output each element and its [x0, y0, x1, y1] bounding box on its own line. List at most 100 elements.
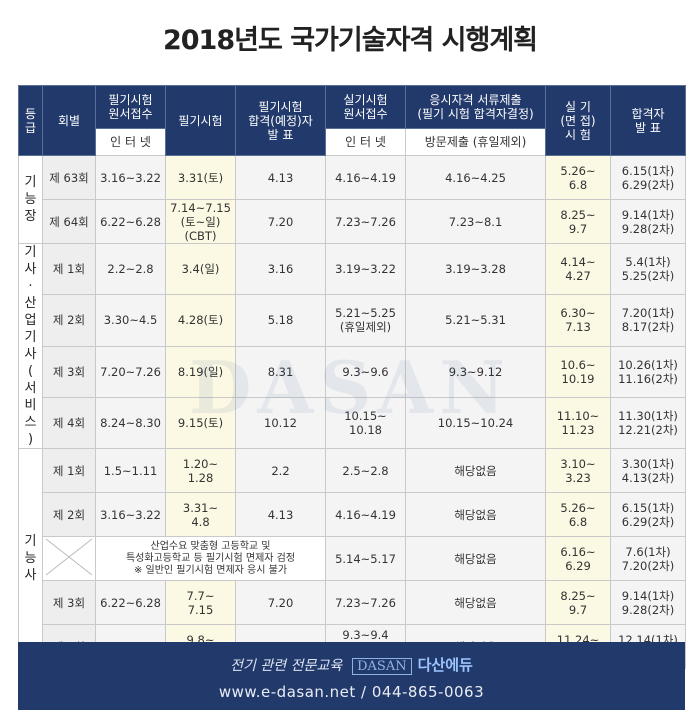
cell: 4.16~4.19 — [325, 155, 406, 200]
header-cell: 합격자 발 표 — [610, 85, 686, 156]
header-cell: 필기시험 — [165, 85, 236, 156]
cell: 4.13 — [235, 155, 326, 200]
cell: 4.14~ 4.27 — [545, 242, 611, 296]
cell: 6.22~6.28 — [95, 580, 166, 625]
cell: 해당없음 — [405, 536, 546, 581]
cell: 4.28(토) — [165, 294, 236, 347]
cell: 4.16~4.25 — [405, 155, 546, 200]
cell: 3.19~3.28 — [405, 242, 546, 296]
cell: 7.14~7.15 (토~일) (CBT) — [165, 199, 236, 244]
cell: 3.30~4.5 — [95, 294, 166, 347]
cell: 7.6(1차) 7.20(2차) — [610, 536, 686, 581]
tagline: 전기 관련 전문교육 — [230, 658, 343, 674]
cell: 해당없음 — [405, 448, 546, 493]
cell: 7.20 — [235, 199, 326, 244]
table-row: 제 3회 7.20~7.26 8.19(일) 8.31 9.3~9.6 9.3~9.12 1… — [19, 345, 686, 398]
table-row: 제 3회 6.22~6.28 7.7~ 7.15 7.20 7.23~7.26 해당없음 8… — [19, 580, 686, 625]
cell: 5.26~ 6.8 — [545, 155, 611, 200]
cell: 9.3~9.6 — [325, 345, 406, 398]
round-cell: 제 1회 — [42, 448, 96, 493]
brand: 다산에듀 — [417, 656, 473, 674]
cell: 10.15~ 10.18 — [325, 396, 406, 450]
table-row: 제 4회 8.24~8.30 9.15(토) 10.12 10.15~ 10.18 10.… — [19, 396, 686, 450]
cell: 10.15~10.24 — [405, 396, 546, 450]
cell: 8.24~8.30 — [95, 396, 166, 450]
cell: 3.10~ 3.23 — [545, 448, 611, 493]
title: 2018년도 국가기술자격 시행계획 — [162, 25, 538, 56]
footer: 전기 관련 전문교육 DASAN 다산에듀 www.e-dasan.net / 04… — [18, 642, 685, 710]
cell: 7.23~7.26 — [325, 580, 406, 625]
cell: 해당없음 — [405, 492, 546, 537]
empty-cell — [42, 536, 96, 581]
header-cell: 필기시험 원서접수 — [95, 85, 166, 129]
cell: 6.16~ 6.29 — [545, 536, 611, 581]
cell: 7.20 — [235, 580, 326, 625]
cell: 5.21~5.31 — [405, 294, 546, 347]
cell: 1.5~1.11 — [95, 448, 166, 493]
cell: 3.16 — [235, 242, 326, 296]
cell: 해당없음 — [405, 580, 546, 625]
cell: 2.5~2.8 — [325, 448, 406, 493]
table-row: 기 사 · 산 업 기 사 ( 서 비 스 ) 제 1회 2.2~2.8 3.4(일)… — [18, 242, 686, 449]
note-cell: 산업수요 맞춤형 고등학교 및 특성화고등학교 등 필기시험 면제자 검정 ※ … — [95, 536, 326, 581]
logo: DASAN — [352, 658, 412, 675]
footer-line: 전기 관련 전문교육 DASAN 다산에듀 — [18, 654, 685, 675]
cell: 9.14(1차) 9.28(2차) — [610, 580, 686, 625]
round-cell: 제 63회 — [42, 155, 96, 200]
cell: 7.20(1차) 8.17(2차) — [610, 294, 686, 347]
cell: 7.7~ 7.15 — [165, 580, 236, 625]
cell: 3.31~ 4.8 — [165, 492, 236, 537]
grade-cell: 기 능 장 — [18, 155, 43, 244]
cell: 7.20~7.26 — [95, 345, 166, 398]
cell: 6.15(1차) 6.29(2차) — [610, 492, 686, 537]
round-cell: 제 3회 — [42, 580, 96, 625]
header-subcell: 인 터 넷 — [95, 128, 166, 156]
table-row: 제 2회 3.30~4.5 4.28(토) 5.18 5.21~5.25 (휴일제외) 5… — [19, 294, 686, 347]
header-cell: 실 기 (면 접) 시 험 — [545, 85, 611, 156]
header-subcell: 인 터 넷 — [325, 128, 406, 156]
cell: 9.15(토) — [165, 396, 236, 450]
cell: 11.30(1차) 12.21(2차) — [610, 396, 686, 450]
round-cell: 제 2회 — [42, 492, 96, 537]
cell: 9.14(1차) 9.28(2차) — [610, 199, 686, 244]
grade-cell: 기 능 사 — [18, 448, 43, 669]
header-cell: 등 급 — [18, 85, 43, 156]
empty-mark — [45, 538, 93, 576]
grade-cell: 기 사 · 산 업 기 사 ( 서 비 스 ) — [18, 243, 43, 449]
cell: 6.30~ 7.13 — [545, 294, 611, 347]
header-cell: 회별 — [42, 85, 96, 156]
cell: 10.6~ 10.19 — [545, 345, 611, 398]
cell: 5.21~5.25 (휴일제외) — [325, 294, 406, 347]
round-cell: 제 1회 — [42, 242, 96, 296]
cell: 10.12 — [235, 396, 326, 450]
cell: 11.10~ 11.23 — [545, 396, 611, 450]
cell: 8.25~ 9.7 — [545, 199, 611, 244]
cell: 7.23~7.26 — [325, 199, 406, 244]
cell: 3.30(1차) 4.13(2차) — [610, 448, 686, 493]
cell-part: 9.3~9.4 — [342, 628, 389, 642]
cell: 6.15(1차) 6.29(2차) — [610, 155, 686, 200]
cell: 5.26~ 6.8 — [545, 492, 611, 537]
cell: 1.20~ 1.28 — [165, 448, 236, 493]
table-row: 산업수요 맞춤형 고등학교 및 특성화고등학교 등 필기시험 면제자 검정 ※ … — [19, 536, 686, 581]
round-cell: 제 3회 — [42, 345, 96, 398]
cell: 9.3~9.12 — [405, 345, 546, 398]
header-subcell: 방문제출 (휴일제외) — [405, 128, 546, 156]
cell: 5.14~5.17 — [325, 536, 406, 581]
cell: 7.23~8.1 — [405, 199, 546, 244]
round-cell: 제 4회 — [42, 396, 96, 450]
cell: 8.19(일) — [165, 345, 236, 398]
header-cell: 응시자격 서류제출 (필기 시험 합격자결정) — [405, 85, 546, 129]
cell: 3.19~3.22 — [325, 242, 406, 296]
round-cell: 제 64회 — [42, 199, 96, 244]
round-cell: 제 2회 — [42, 294, 96, 347]
cell: 5.18 — [235, 294, 326, 347]
cell: 4.16~4.19 — [325, 492, 406, 537]
header-cell: 실기시험 원서접수 — [325, 85, 406, 129]
cell: 3.4(일) — [165, 242, 236, 296]
cell: 6.22~6.28 — [95, 199, 166, 244]
